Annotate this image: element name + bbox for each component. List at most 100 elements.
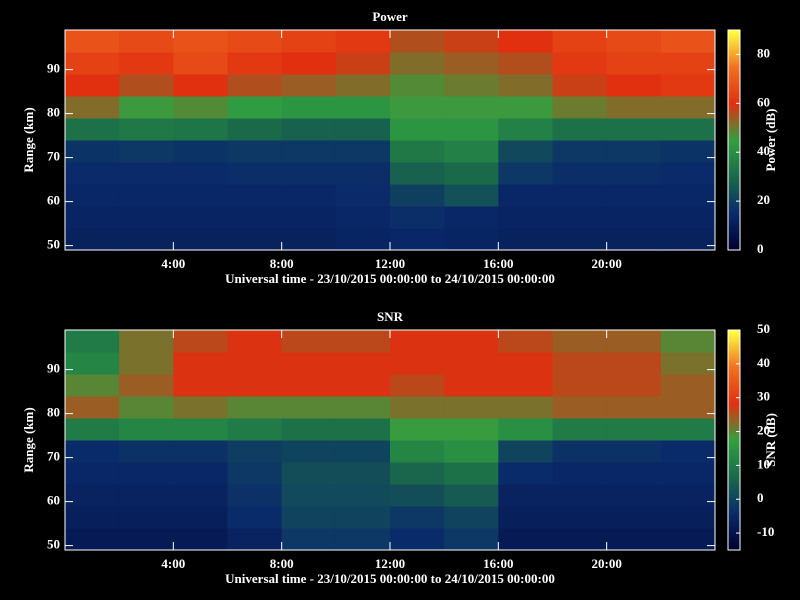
colorbar-segment (728, 492, 740, 495)
heat-cell (498, 162, 553, 185)
heat-cell (173, 140, 228, 163)
heat-cell (606, 162, 662, 185)
colorbar-segment (728, 516, 740, 519)
heat-cell (606, 396, 662, 419)
heat-cell (390, 396, 445, 419)
heat-cell (444, 462, 499, 485)
colorbar-segment (728, 218, 740, 221)
colorbar-segment (728, 520, 740, 523)
heat-cell (281, 506, 337, 529)
colorbar-segment (728, 154, 740, 157)
heat-cell (660, 228, 716, 251)
colorbar-segment (728, 394, 740, 397)
heat-cell (390, 140, 445, 163)
colorbar-segment (728, 402, 740, 405)
heat-cell (281, 52, 337, 75)
heat-cell (390, 528, 445, 551)
heat-cell (227, 484, 283, 507)
heat-cell (552, 418, 608, 441)
colorbar-segment (728, 486, 740, 489)
heat-cell (660, 462, 716, 485)
colorbar-segment (728, 342, 740, 345)
colorbar-segment (728, 84, 740, 87)
y-tick-label: 80 (47, 105, 60, 120)
colorbar-segment (728, 62, 740, 65)
colorbar-segment (728, 36, 740, 39)
heat-cell (281, 440, 337, 463)
heat-cell (281, 462, 337, 485)
heat-cell (173, 30, 228, 53)
colorbar-segment (728, 376, 740, 379)
heat-cell (606, 330, 662, 353)
heat-cell (552, 352, 608, 375)
heat-cell (660, 374, 716, 397)
heat-cell (173, 352, 228, 375)
colorbar-segment (728, 416, 740, 419)
colorbar-segment (728, 444, 740, 447)
heat-cell (281, 74, 337, 97)
colorbar-segment (728, 98, 740, 101)
heat-cell (552, 528, 608, 551)
heat-cell (444, 228, 499, 251)
colorbar-segment (728, 380, 740, 383)
x-tick-label: 8:00 (270, 556, 294, 571)
colorbar-segment (728, 48, 740, 51)
colorbar-segment (728, 86, 740, 89)
colorbar-segment (728, 200, 740, 203)
heat-cell (65, 162, 120, 185)
heat-cell (119, 206, 174, 229)
heat-cell (119, 96, 174, 119)
colorbar-segment (728, 386, 740, 389)
colorbar-segment (728, 372, 740, 375)
colorbar-segment (728, 212, 740, 215)
colorbar-segment (728, 424, 740, 427)
heat-cell (227, 184, 283, 207)
colorbar-segment (728, 226, 740, 229)
colorbar-segment (728, 344, 740, 347)
colorbar-segment (728, 426, 740, 429)
heat-cell (444, 352, 499, 375)
colorbar-segment (728, 52, 740, 55)
colorbar-segment (728, 544, 740, 547)
colorbar-segment (728, 390, 740, 393)
heat-cell (227, 96, 283, 119)
colorbar-segment (728, 462, 740, 465)
colorbar-segment (728, 474, 740, 477)
heat-cell (65, 440, 120, 463)
heat-cell (606, 74, 662, 97)
heat-cell (660, 118, 716, 141)
colorbar-segment (728, 476, 740, 479)
colorbar-segment (728, 408, 740, 411)
colorbar-segment (728, 186, 740, 189)
colorbar-segment (728, 136, 740, 139)
heat-cell (227, 228, 283, 251)
colorbar-segment (728, 460, 740, 463)
heat-cell (606, 506, 662, 529)
colorbar-segment (728, 354, 740, 357)
colorbar-segment (728, 456, 740, 459)
x-tick-label: 4:00 (161, 256, 185, 271)
colorbar-segment (728, 206, 740, 209)
colorbar-segment (728, 404, 740, 407)
heat-cell (119, 352, 174, 375)
heat-cell (65, 228, 120, 251)
colorbar-segment (728, 332, 740, 335)
heat-cell (660, 96, 716, 119)
colorbar-segment (728, 464, 740, 467)
colorbar-segment (728, 192, 740, 195)
colorbar-segment (728, 488, 740, 491)
colorbar-segment (728, 216, 740, 219)
colorbar-segment (728, 450, 740, 453)
heat-cell (552, 184, 608, 207)
heat-cell (660, 396, 716, 419)
heat-cell (173, 528, 228, 551)
colorbar-segment (728, 248, 740, 251)
heat-cell (173, 374, 228, 397)
heat-cell (606, 52, 662, 75)
heat-cell (281, 140, 337, 163)
colorbar-segment (728, 502, 740, 505)
heat-cell (606, 528, 662, 551)
colorbar-segment (728, 110, 740, 113)
heat-cell (119, 162, 174, 185)
